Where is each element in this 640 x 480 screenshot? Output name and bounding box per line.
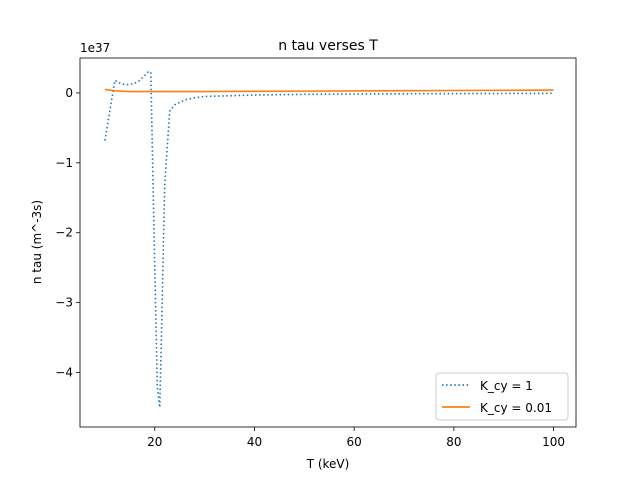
series-line-k-cy-1	[104, 71, 554, 409]
x-tick-label: 40	[247, 435, 262, 449]
y-axis-label: n tau (m^-3s)	[30, 200, 44, 284]
legend-label-k-cy-1: K_cy = 1	[480, 379, 533, 393]
legend-label-k-cy-0-01: K_cy = 0.01	[480, 401, 552, 415]
y-tick-label: −3	[55, 296, 73, 310]
x-axis-ticks: 20 40 60 80 100	[147, 427, 565, 449]
y-tick-label: 0	[65, 86, 73, 100]
series-line-k-cy-0-01	[104, 88, 554, 93]
y-axis-offset-label: 1e37	[80, 41, 110, 55]
x-tick-label: 100	[542, 435, 565, 449]
plot-series	[104, 71, 554, 409]
legend: K_cy = 1 K_cy = 0.01	[435, 372, 569, 421]
y-tick-label: −1	[55, 156, 73, 170]
x-tick-label: 60	[347, 435, 362, 449]
x-tick-label: 20	[147, 435, 162, 449]
legend-box	[435, 372, 569, 421]
plot-frame	[79, 57, 577, 428]
y-tick-label: −2	[55, 226, 73, 240]
x-axis-label: T (keV)	[306, 457, 350, 471]
y-tick-label: −4	[55, 365, 73, 379]
y-axis-ticks: 0 −1 −2 −3 −4	[55, 86, 80, 379]
x-tick-label: 80	[446, 435, 461, 449]
chart-title: n tau verses T	[278, 38, 378, 54]
